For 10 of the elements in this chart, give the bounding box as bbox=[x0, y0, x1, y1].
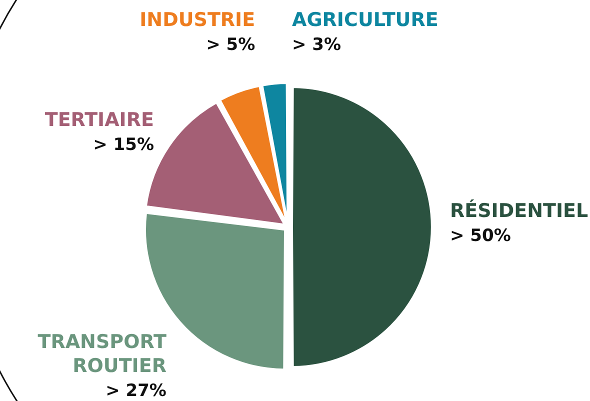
slice-label: TERTIAIRE bbox=[44, 108, 154, 131]
slice-label: TRANSPORT ROUTIER bbox=[38, 331, 167, 378]
data-label: > 50% bbox=[450, 226, 511, 246]
slice-label: INDUSTRIE bbox=[140, 9, 256, 31]
slice-label: RÉSIDENTIEL bbox=[450, 199, 588, 222]
data-label: > 5% bbox=[206, 35, 256, 55]
data-label: > 15% bbox=[93, 134, 154, 155]
slice-label: AGRICULTURE bbox=[292, 9, 438, 31]
data-label: > 3% bbox=[292, 35, 342, 55]
data-label: > 27% bbox=[106, 381, 166, 401]
